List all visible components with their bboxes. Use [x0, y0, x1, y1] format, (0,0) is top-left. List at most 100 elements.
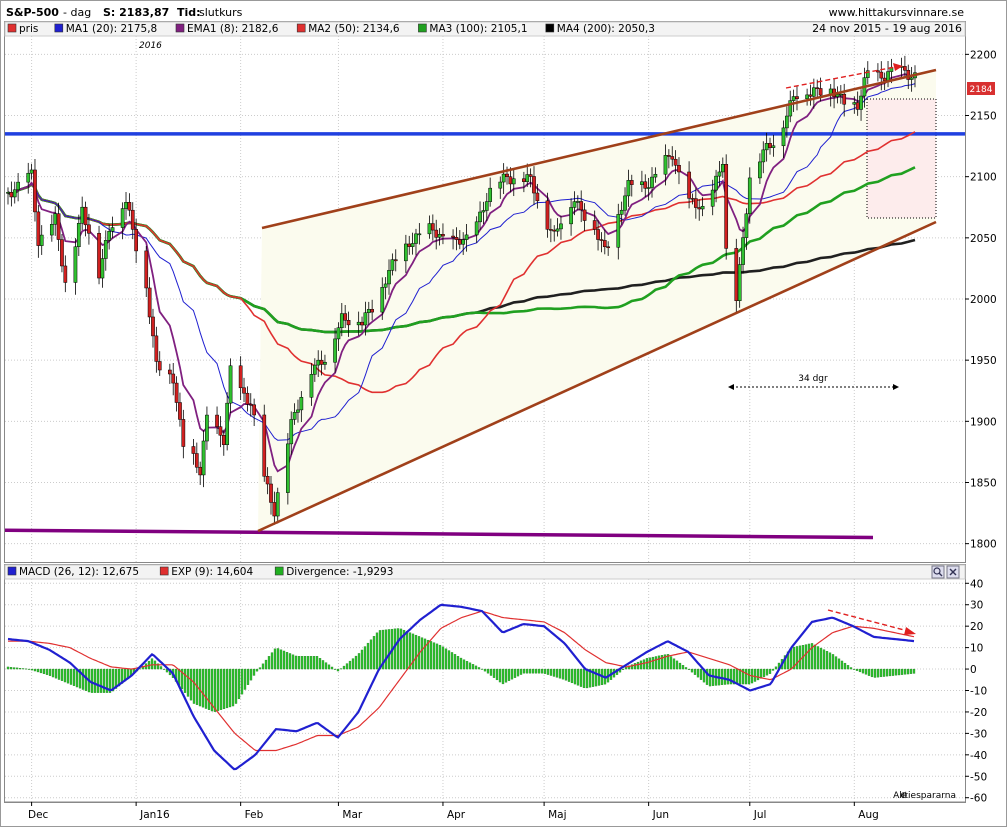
divergence-bar	[264, 659, 268, 670]
y-tick-label: -60	[970, 793, 987, 805]
candle-body	[272, 502, 277, 517]
candle-body	[700, 206, 705, 210]
divergence-bar	[114, 668, 118, 689]
candle-body	[316, 359, 321, 366]
macd-legend-bar	[4, 564, 966, 580]
y-tick-label: 2150	[970, 111, 997, 123]
y-tick-label: 2050	[970, 233, 997, 245]
divergence-bar	[912, 668, 916, 674]
divergence-bar	[834, 656, 838, 670]
candle-body	[434, 229, 439, 238]
candle-body	[761, 149, 766, 163]
y-tick-label: 2000	[970, 294, 997, 306]
divergence-bar	[372, 636, 376, 670]
divergence-bar	[450, 652, 454, 670]
divergence-bar	[414, 634, 418, 670]
candle-body	[417, 233, 422, 236]
candle-body	[882, 77, 887, 81]
candle-body	[555, 228, 560, 232]
y-tick-label: -50	[970, 771, 987, 783]
divergence-bar	[96, 668, 100, 693]
divergence-bar	[696, 668, 700, 678]
divergence-bar	[798, 645, 802, 670]
candle-body	[6, 192, 10, 194]
legend-swatch	[296, 23, 306, 33]
candle-body	[346, 319, 351, 326]
macd-legend: MACD (26, 12): 12,675 EXP (9): 14,604 Dive…	[7, 566, 393, 578]
divergence-bar	[756, 668, 760, 681]
candle-body	[286, 443, 290, 493]
divergence-bar	[570, 668, 574, 684]
divergence-bar	[837, 658, 841, 670]
divergence-bar	[447, 650, 451, 670]
candle-body	[855, 102, 860, 110]
candle-body	[549, 229, 553, 231]
candle-body	[110, 227, 115, 232]
divergence-bar	[324, 662, 328, 670]
divergence-bar	[57, 668, 61, 680]
divergence-bar	[516, 668, 520, 677]
macd-grid	[5, 579, 965, 802]
trend-arrow	[785, 66, 896, 89]
watermark-icon: ⊕	[900, 791, 908, 801]
divergence-bar	[189, 668, 193, 701]
candle-body	[60, 239, 64, 267]
divergence-bar	[279, 649, 283, 670]
divergence-bar	[486, 668, 490, 674]
candle-body	[29, 169, 34, 174]
candle-body	[12, 189, 17, 198]
candle-body	[619, 209, 624, 215]
zoom-icon[interactable]	[931, 565, 945, 579]
candle-body	[80, 206, 85, 224]
divergence-bar	[183, 668, 187, 693]
candle-body	[842, 93, 847, 105]
legend-swatch	[159, 566, 169, 576]
divergence-bar	[393, 628, 397, 670]
candle-body	[623, 195, 627, 211]
candles	[6, 55, 917, 525]
divergence-bar	[423, 638, 427, 670]
divergence-bar	[480, 668, 484, 670]
divergence-bar	[15, 667, 19, 670]
divergence-bar	[261, 663, 265, 670]
close-icon[interactable]	[946, 565, 960, 579]
candle-body	[838, 93, 843, 96]
divergence-bar	[822, 649, 826, 670]
year-label: 2016	[139, 41, 162, 51]
candle-body	[724, 164, 729, 249]
price-axis: 1800 1850 1900 1950 2000 2050 2100 2150 2200	[965, 49, 997, 551]
divergence-bar	[747, 668, 751, 685]
divergence-bar	[651, 656, 655, 670]
candle-body	[205, 414, 209, 442]
divergence-bar	[111, 668, 115, 692]
divergence-bar	[444, 648, 448, 670]
divergence-bar	[309, 656, 313, 670]
divergence-bar	[438, 644, 442, 670]
divergence-bar	[63, 668, 67, 683]
candle-body	[380, 287, 385, 313]
legend-label: EMA1 (8): 2182,6	[187, 23, 279, 35]
divergence-bar	[105, 668, 109, 693]
divergence-bar	[693, 668, 697, 675]
exp-line	[8, 610, 915, 752]
divergence-bar	[9, 667, 13, 670]
candle-body	[852, 102, 857, 105]
divergence-bar	[339, 668, 343, 670]
candle-body	[174, 382, 179, 403]
channel-area	[258, 70, 936, 531]
candle-body	[835, 94, 840, 97]
divergence-bar	[564, 668, 568, 681]
candle-body	[791, 96, 796, 101]
divergence-bar	[753, 668, 757, 682]
divergence-bar	[585, 668, 589, 689]
candle-body	[87, 224, 91, 234]
y-tick-label: 1900	[970, 416, 997, 428]
candle-body	[245, 392, 250, 405]
divergence-bar	[351, 658, 355, 670]
divergence-bar	[870, 668, 874, 678]
divergence-bar	[849, 667, 853, 670]
y-tick-label: 1800	[970, 539, 997, 551]
candle-body	[808, 94, 813, 97]
candle-body	[811, 87, 816, 97]
divergence-bar	[885, 668, 889, 677]
